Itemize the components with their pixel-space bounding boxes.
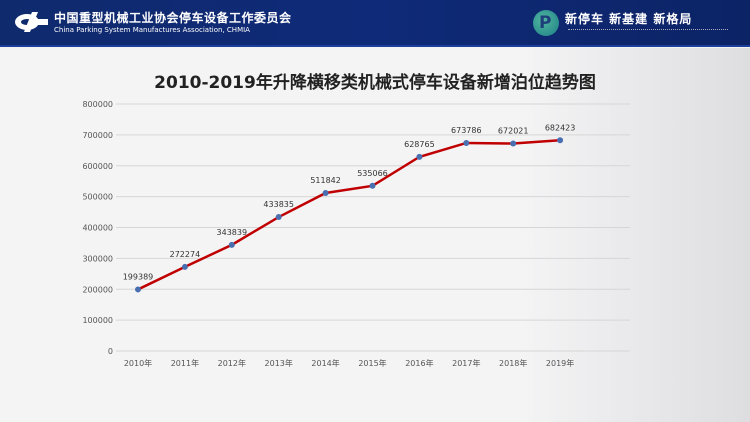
- data-label: 673786: [451, 126, 482, 135]
- y-tick-label: 500000: [82, 193, 113, 202]
- data-point: [322, 189, 329, 196]
- x-tick-label: 2011年: [171, 358, 199, 368]
- x-tick-label: 2014年: [311, 358, 339, 368]
- x-tick-label: 2012年: [218, 358, 246, 368]
- x-tick-label: 2017年: [452, 358, 480, 368]
- data-label: 628765: [404, 140, 435, 149]
- data-point: [463, 139, 470, 146]
- data-label: 272274: [170, 250, 201, 259]
- x-tick-label: 2015年: [358, 358, 386, 368]
- data-point: [228, 241, 235, 248]
- background-photo: [520, 48, 750, 422]
- data-point: [416, 153, 423, 160]
- p-logo-icon: P: [533, 10, 559, 36]
- x-tick-label: 2013年: [265, 358, 293, 368]
- y-tick-label: 800000: [82, 100, 113, 109]
- header-banner: 中国重型机械工业协会停车设备工作委员会 China Parking System…: [0, 0, 750, 47]
- data-label: 535066: [357, 169, 388, 178]
- y-tick-label: 200000: [82, 285, 113, 294]
- x-tick-label: 2018年: [499, 358, 527, 368]
- data-label: 672021: [498, 127, 529, 136]
- y-tick-label: 300000: [82, 254, 113, 263]
- data-point: [369, 182, 376, 189]
- data-point: [135, 286, 141, 293]
- chart-title: 2010-2019年升降横移类机械式停车设备新增泊位趋势图: [154, 73, 596, 93]
- data-label: 199389: [123, 272, 154, 281]
- data-point: [557, 137, 564, 144]
- x-tick-label: 2016年: [405, 358, 433, 368]
- y-tick-label: 400000: [82, 224, 113, 233]
- x-tick-label: 2010年: [124, 358, 152, 368]
- y-tick-label: 100000: [82, 316, 113, 325]
- x-tick-label: 2019年: [546, 358, 574, 368]
- series-line: [137, 139, 561, 291]
- data-point: [510, 140, 517, 147]
- y-tick-label: 0: [108, 347, 113, 356]
- slogan-subtitle-decoration: [568, 29, 728, 32]
- org-name-en: China Parking System Manufactures Associ…: [54, 26, 250, 34]
- chmia-logo-icon: [15, 12, 48, 32]
- data-label: 343839: [217, 228, 248, 237]
- y-tick-label: 700000: [82, 131, 113, 140]
- data-point: [181, 263, 188, 270]
- y-tick-label: 600000: [82, 162, 113, 171]
- data-label: 511842: [310, 176, 341, 185]
- slogan: 新停车 新基建 新格局: [565, 12, 693, 26]
- data-label: 433835: [263, 200, 294, 209]
- data-point: [275, 214, 282, 221]
- org-name-cn: 中国重型机械工业协会停车设备工作委员会: [54, 11, 292, 25]
- data-label: 682423: [545, 123, 576, 132]
